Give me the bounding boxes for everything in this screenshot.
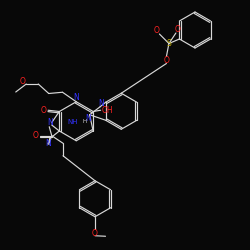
Text: H: H bbox=[82, 119, 86, 124]
Text: O: O bbox=[20, 78, 26, 86]
Text: OH: OH bbox=[102, 106, 113, 115]
Text: N: N bbox=[98, 99, 104, 108]
Text: N: N bbox=[45, 138, 51, 147]
Text: O: O bbox=[92, 229, 98, 238]
Text: N: N bbox=[86, 114, 91, 123]
Text: O: O bbox=[164, 56, 169, 66]
Text: N: N bbox=[74, 93, 79, 102]
Text: O: O bbox=[154, 26, 160, 36]
Text: O: O bbox=[174, 25, 180, 34]
Text: O: O bbox=[32, 131, 38, 140]
Text: N: N bbox=[47, 118, 52, 127]
Text: O: O bbox=[41, 106, 46, 115]
Text: NH: NH bbox=[67, 120, 78, 126]
Text: S: S bbox=[166, 39, 171, 48]
